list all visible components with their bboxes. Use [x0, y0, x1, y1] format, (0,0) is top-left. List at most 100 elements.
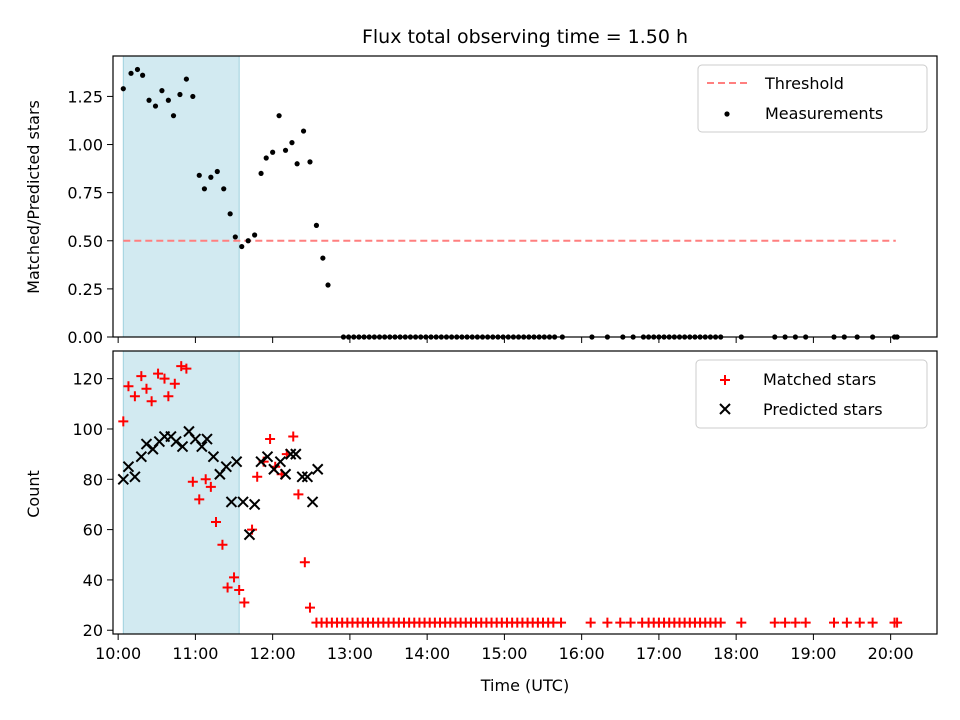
matched-point — [715, 617, 726, 628]
predicted-point — [306, 496, 319, 508]
x-tick-label: 17:00 — [636, 644, 682, 663]
measurement-point — [146, 97, 152, 103]
matched-point — [769, 617, 780, 628]
shaded-span — [122, 350, 240, 635]
matched-point — [153, 368, 164, 379]
matched-point — [790, 617, 801, 628]
measurement-point — [140, 72, 146, 78]
matched-point — [194, 494, 205, 505]
predicted-point — [312, 463, 324, 475]
measurement-point — [196, 172, 202, 178]
matched-point — [163, 391, 174, 402]
predicted-point — [225, 496, 238, 508]
matched-point — [841, 617, 852, 628]
measurement-point — [201, 186, 208, 192]
legend-measurements-swatch — [724, 111, 730, 117]
legend-threshold-label: Threshold — [764, 74, 844, 93]
predicted-point — [290, 448, 302, 460]
measurement-point — [221, 186, 227, 192]
y-tick-label: 1.25 — [67, 87, 103, 106]
matched-point — [176, 361, 187, 372]
legend-measurements-label: Measurements — [765, 104, 883, 123]
matched-point — [181, 363, 192, 374]
y-tick-label: 120 — [72, 370, 103, 389]
y-tick-label: 0.25 — [67, 280, 103, 299]
matched-point — [187, 476, 198, 487]
matched-point — [304, 602, 315, 613]
matched-point — [288, 431, 299, 442]
matched-point — [159, 373, 170, 384]
panel-ratio: 0.00 0.25 0.50 0.75 1.00 1.25 Threshold Measure… — [67, 55, 938, 347]
y-tick-label: 1.00 — [67, 136, 103, 155]
matched-point — [615, 617, 626, 628]
predicted-point — [220, 461, 233, 473]
top-ylabel: Matched/Predicted stars — [24, 100, 43, 294]
matched-point — [252, 471, 263, 482]
measurement-point — [252, 232, 258, 238]
x-tick-label: 18:00 — [713, 644, 759, 663]
measurement-point — [170, 113, 177, 119]
y-tick-label: 0.00 — [67, 328, 103, 347]
measurement-point — [307, 159, 313, 165]
measurement-point — [276, 113, 282, 119]
x-tick-label: 12:00 — [250, 644, 296, 663]
measurement-point — [134, 66, 141, 73]
matched-point — [169, 378, 180, 389]
measurement-point — [120, 86, 126, 92]
matched-point — [736, 617, 747, 628]
legend-predicted-label: Predicted stars — [763, 400, 883, 419]
predicted-point — [284, 448, 297, 460]
y-tick-label: 0.75 — [67, 184, 103, 203]
predicted-point — [135, 450, 148, 463]
measurement-point — [159, 88, 165, 94]
y-tick-label: 80 — [83, 470, 103, 489]
y-tick-label: 60 — [83, 521, 103, 540]
x-tick-label: 16:00 — [559, 644, 605, 663]
x-tick-label: 13:00 — [327, 644, 373, 663]
measurement-point — [227, 211, 233, 217]
y-tick-label: 0.50 — [67, 232, 103, 251]
matched-point — [556, 617, 567, 628]
y-tick-label: 100 — [72, 420, 103, 439]
predicted-point — [176, 440, 189, 453]
legend-frame — [695, 359, 928, 429]
measurement-point — [263, 155, 269, 161]
measurement-point — [294, 161, 300, 167]
matched-point — [299, 557, 310, 568]
measurement-point — [165, 97, 171, 103]
axes-frame — [112, 350, 938, 635]
y-tick-label: 40 — [83, 571, 103, 590]
matched-point — [867, 617, 878, 628]
measurement-point — [239, 243, 245, 250]
predicted-point — [201, 433, 213, 445]
measurement-point — [282, 147, 289, 153]
panel-counts: 20 40 60 80 100 120 10:00 11:00 12:00 13:00 14:00 1… — [72, 350, 938, 663]
measurement-point — [245, 238, 251, 244]
y-tick-label: 20 — [83, 621, 103, 640]
predicted-point — [279, 468, 292, 480]
predicted-point — [207, 450, 220, 463]
matched-point — [602, 617, 613, 628]
measurement-point — [190, 93, 196, 100]
matched-point — [118, 416, 129, 427]
matched-point — [585, 617, 596, 628]
shaded-span — [122, 55, 240, 338]
matched-point — [123, 381, 134, 392]
matched-point — [141, 383, 152, 394]
measurement-point — [208, 174, 214, 180]
bottom-ylabel: Count — [24, 470, 43, 518]
chart-title: Flux total observing time = 1.50 h — [362, 26, 688, 48]
matched-point — [217, 539, 228, 550]
legend-matched-label: Matched stars — [763, 370, 876, 389]
matched-point — [200, 474, 211, 485]
measurement-point — [320, 255, 326, 261]
measurement-point — [183, 76, 189, 82]
matched-point — [234, 584, 245, 595]
legend-matched-swatch — [720, 375, 730, 385]
measurement-point — [258, 170, 264, 177]
x-tick-label: 20:00 — [868, 644, 914, 663]
predicted-point — [301, 471, 314, 483]
matched-point — [265, 434, 276, 445]
matched-point — [211, 517, 221, 528]
